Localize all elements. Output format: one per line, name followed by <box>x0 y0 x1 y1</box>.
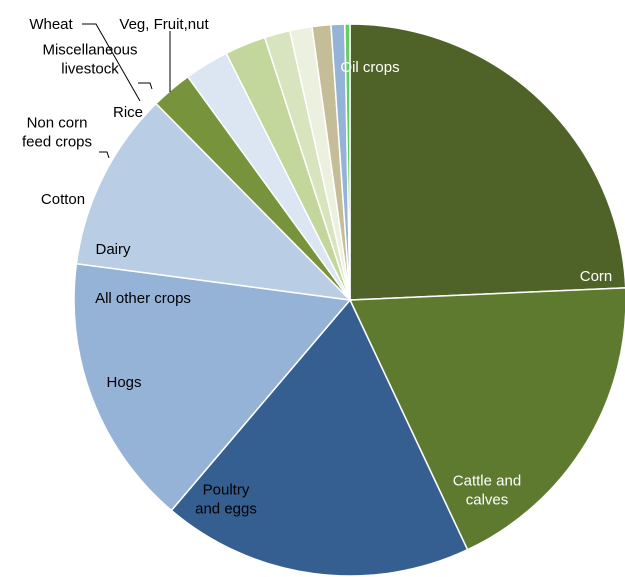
slice-label-hogs: Hogs <box>106 374 141 391</box>
pie-slice-hogs <box>75 102 353 302</box>
slice-label-rice: Rice <box>113 104 143 121</box>
slice-label-oil-crops: Oil crops <box>340 59 399 76</box>
pie-slice-cattle-and-calves <box>170 298 469 577</box>
pie-slice-veg-fruit-nut <box>344 23 351 301</box>
pie-slices <box>73 23 625 577</box>
leader-lines <box>82 23 171 159</box>
slice-label-dairy: Dairy <box>95 241 131 258</box>
slice-label-corn: Corn <box>580 268 613 285</box>
slice-label-wheat: Wheat <box>29 16 73 33</box>
slice-label-non-corn-feed-crops: Non corn feed crops <box>22 115 92 151</box>
slice-labels: Oil crops Corn Cattle and calves Poultry and … <box>22 16 612 518</box>
pie-slice-poultry-and-eggs <box>73 262 352 512</box>
slice-label-miscellaneous-livestock: Miscellaneous livestock <box>42 42 137 78</box>
slice-label-cotton: Cotton <box>41 191 85 208</box>
leader-line <box>82 23 141 102</box>
slice-label-poultry-and-eggs: Poultry and eggs <box>195 482 257 518</box>
slice-label-veg-fruit-nut: Veg, Fruit,nut <box>119 16 209 33</box>
slice-label-all-other-crops: All other crops <box>95 290 191 307</box>
pie-slice-oil-crops <box>349 23 625 301</box>
leader-line <box>99 151 110 159</box>
leader-line <box>138 82 153 90</box>
slice-label-cattle-and-calves: Cattle and calves <box>453 473 521 509</box>
